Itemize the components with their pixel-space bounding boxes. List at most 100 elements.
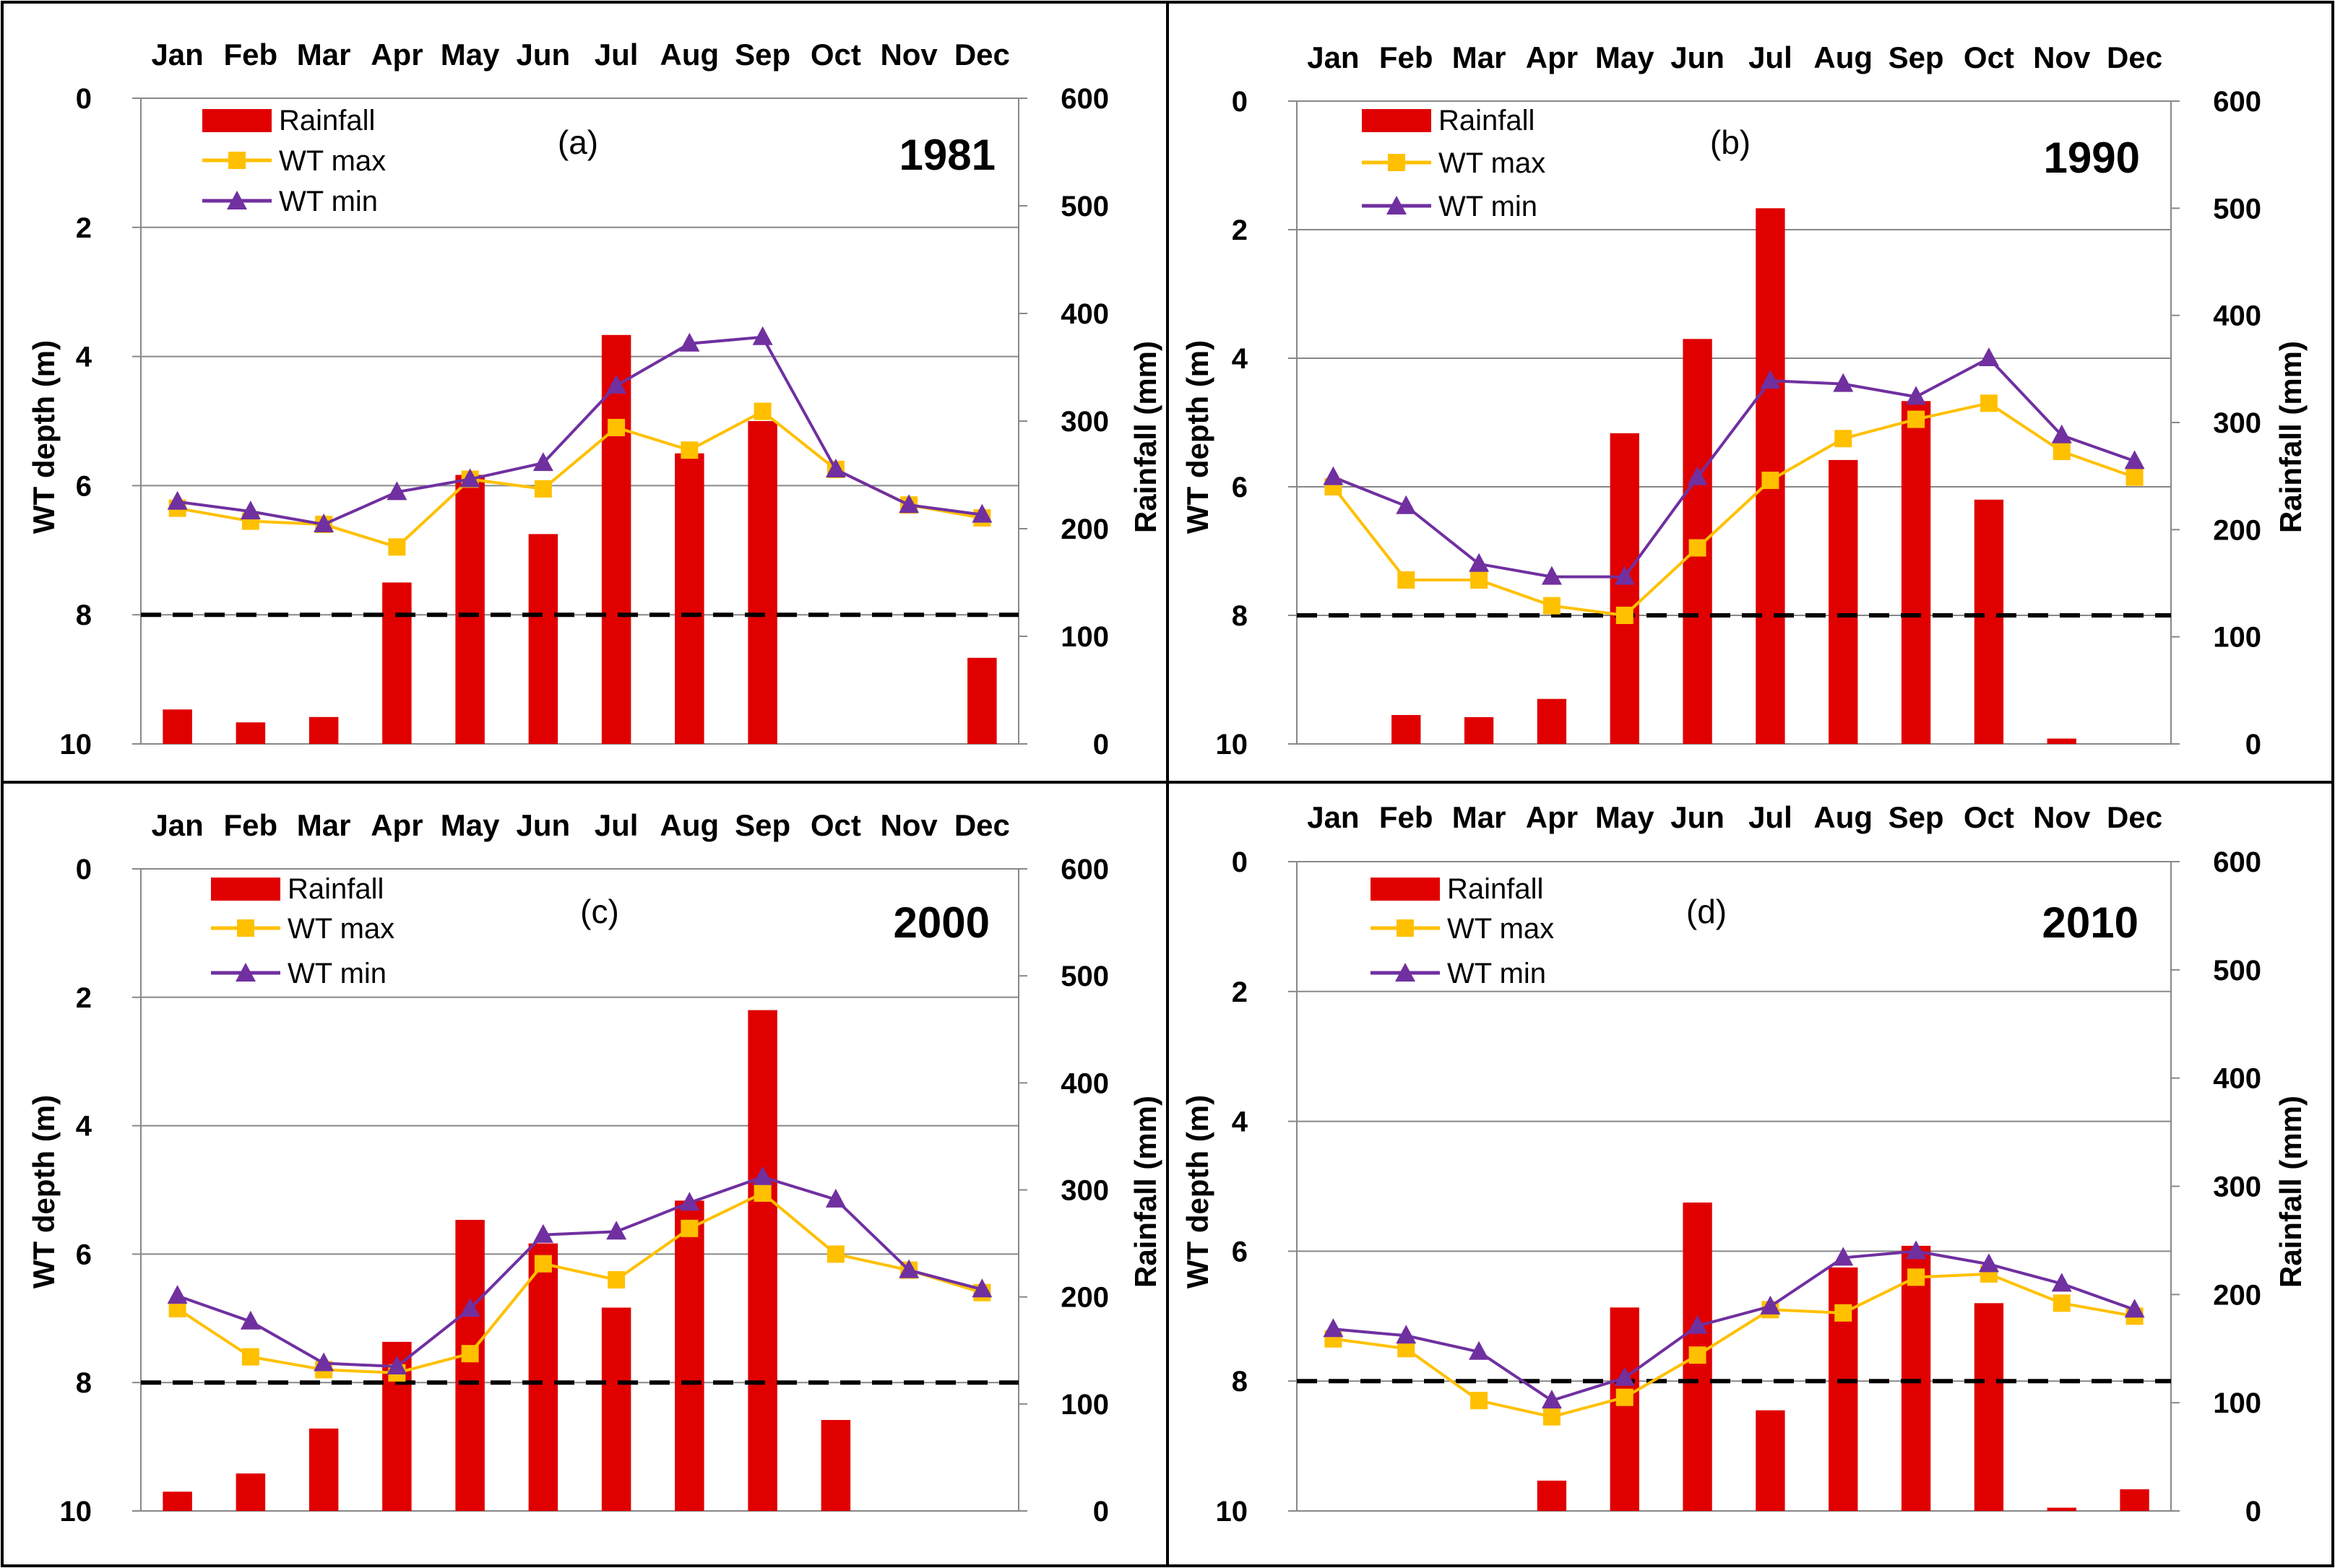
bar-rainfall-jun xyxy=(528,534,558,744)
y-tick-label-right: 300 xyxy=(2213,407,2261,439)
bar-rainfall-jul xyxy=(1756,1410,1785,1511)
bar-rainfall-oct xyxy=(1974,1303,2004,1511)
legend-marker-wt-min xyxy=(1386,196,1407,215)
point-wt-min-may xyxy=(459,468,480,488)
x-tick-label: Mar xyxy=(1452,800,1506,834)
series-line-wt-min xyxy=(1333,1249,2136,1403)
bar-rainfall-jul xyxy=(601,1307,631,1511)
y-tick-label-left: 8 xyxy=(76,599,92,631)
point-wt-max-sep xyxy=(1907,1268,1925,1286)
x-tick-label: Jul xyxy=(1748,40,1792,74)
y-tick-label-left: 10 xyxy=(1216,1496,1248,1528)
x-tick-label: May xyxy=(1595,800,1654,834)
bar-rainfall-nov xyxy=(2047,738,2076,744)
x-tick-label: Mar xyxy=(297,38,351,72)
x-tick-label: Dec xyxy=(2107,800,2162,834)
bar-rainfall-nov xyxy=(2047,1507,2076,1511)
y-axis-title-left: WT depth (m) xyxy=(27,340,61,534)
legend-label-rainfall: Rainfall xyxy=(288,873,384,905)
x-tick-label: Apr xyxy=(1526,800,1578,834)
bar-rainfall-sep xyxy=(1901,1245,1931,1511)
point-wt-min-jul xyxy=(1760,1295,1781,1314)
legend-swatch-rainfall xyxy=(211,878,280,901)
bar-rainfall-mar xyxy=(308,716,339,744)
point-wt-max-may xyxy=(461,1345,479,1363)
point-wt-min-may xyxy=(1614,1366,1635,1386)
y-tick-label-left: 0 xyxy=(1232,846,1248,878)
y-tick-label-right: 400 xyxy=(1061,1067,1109,1099)
point-wt-min-sep xyxy=(1906,386,1927,405)
panel-label: (c) xyxy=(580,893,619,930)
point-wt-min-nov xyxy=(899,494,920,514)
series-line-wt-min xyxy=(1332,356,2136,579)
bar-rainfall-jan xyxy=(163,709,192,744)
x-tick-label: Jul xyxy=(1748,800,1792,834)
x-tick-label: May xyxy=(441,808,500,842)
point-wt-max-dec xyxy=(2125,468,2144,486)
y-tick-label-right: 500 xyxy=(1061,191,1109,222)
point-wt-min-dec xyxy=(972,503,993,523)
x-tick-label: Aug xyxy=(660,808,720,842)
x-tick-label: Oct xyxy=(811,808,861,842)
point-wt-min-apr xyxy=(1541,1390,1562,1409)
x-tick-label: Dec xyxy=(954,38,1010,72)
legend-label-wt-max: WT max xyxy=(1447,913,1554,945)
point-wt-min-apr xyxy=(387,1355,407,1374)
x-tick-label: Nov xyxy=(2033,800,2091,834)
chart-title: 1981 xyxy=(899,131,996,179)
legend-marker-wt-min xyxy=(236,963,256,982)
point-wt-min-nov xyxy=(899,1259,920,1278)
legend-marker-wt-min xyxy=(1395,963,1415,982)
y-tick-label-right: 200 xyxy=(2213,1279,2261,1311)
x-tick-label: Feb xyxy=(1379,40,1433,74)
y-tick-label-right: 600 xyxy=(2213,846,2261,878)
point-wt-max-jun xyxy=(534,1255,552,1273)
y-tick-label-right: 500 xyxy=(2213,193,2261,225)
x-tick-label: Apr xyxy=(1526,40,1578,74)
point-wt-max-mar xyxy=(1470,1392,1488,1410)
y-tick-label-left: 2 xyxy=(76,212,92,244)
y-tick-label-right: 500 xyxy=(2213,955,2261,987)
legend-swatch-rainfall xyxy=(202,109,272,132)
point-wt-min-feb xyxy=(1396,495,1417,514)
bar-rainfall-oct xyxy=(821,1420,851,1511)
point-wt-max-sep xyxy=(1907,410,1925,428)
y-tick-label-right: 500 xyxy=(1061,961,1109,992)
point-wt-min-feb xyxy=(240,1310,261,1330)
point-wt-min-may xyxy=(1614,566,1635,585)
legend: Rainfall WT max WT min xyxy=(1371,873,1554,989)
point-wt-max-mar xyxy=(1470,571,1488,589)
point-wt-min-sep xyxy=(752,1166,773,1185)
point-wt-max-aug xyxy=(1834,430,1852,448)
bar-rainfall-jul xyxy=(601,334,631,744)
y-tick-label-right: 0 xyxy=(2245,1496,2261,1528)
y-tick-label-left: 0 xyxy=(1232,86,1248,118)
point-wt-max-aug xyxy=(681,441,699,459)
point-wt-max-aug xyxy=(1834,1304,1852,1322)
x-tick-label: Jan xyxy=(151,808,203,842)
point-wt-min-aug xyxy=(1833,373,1854,392)
point-wt-max-jul xyxy=(1761,472,1779,490)
legend-marker-wt-max xyxy=(1397,919,1414,937)
point-wt-min-may xyxy=(459,1297,480,1317)
x-tick-label: Jun xyxy=(1670,800,1725,834)
point-wt-min-dec xyxy=(972,1278,993,1298)
point-wt-min-jan xyxy=(1323,1318,1344,1338)
x-tick-label: Jan xyxy=(1307,40,1359,74)
y-axis-title-left: WT depth (m) xyxy=(27,1095,61,1288)
legend-label-rainfall: Rainfall xyxy=(279,105,375,137)
legend-marker-wt-max xyxy=(228,152,246,169)
x-tick-label: Dec xyxy=(2107,40,2162,74)
bar-rainfall-feb xyxy=(1391,714,1421,744)
x-tick-label: Apr xyxy=(371,808,423,842)
x-tick-label: Mar xyxy=(297,808,351,842)
point-wt-max-sep xyxy=(754,402,772,420)
point-wt-max-oct xyxy=(826,1245,845,1263)
y-tick-label-right: 100 xyxy=(2213,622,2261,654)
point-wt-min-oct xyxy=(825,459,846,478)
point-wt-max-feb xyxy=(1397,571,1415,589)
point-wt-max-oct xyxy=(1980,394,1998,412)
point-wt-min-jun xyxy=(1687,466,1708,485)
